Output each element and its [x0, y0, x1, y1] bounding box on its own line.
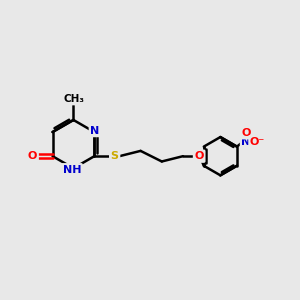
Text: O: O: [194, 151, 204, 161]
Text: N: N: [242, 136, 251, 147]
Text: O: O: [242, 128, 251, 138]
Text: NH: NH: [63, 165, 81, 175]
Text: N: N: [90, 126, 100, 136]
Text: O⁻: O⁻: [250, 136, 265, 147]
Text: CH₃: CH₃: [64, 94, 85, 104]
Text: O: O: [28, 151, 37, 161]
Text: S: S: [111, 151, 119, 161]
